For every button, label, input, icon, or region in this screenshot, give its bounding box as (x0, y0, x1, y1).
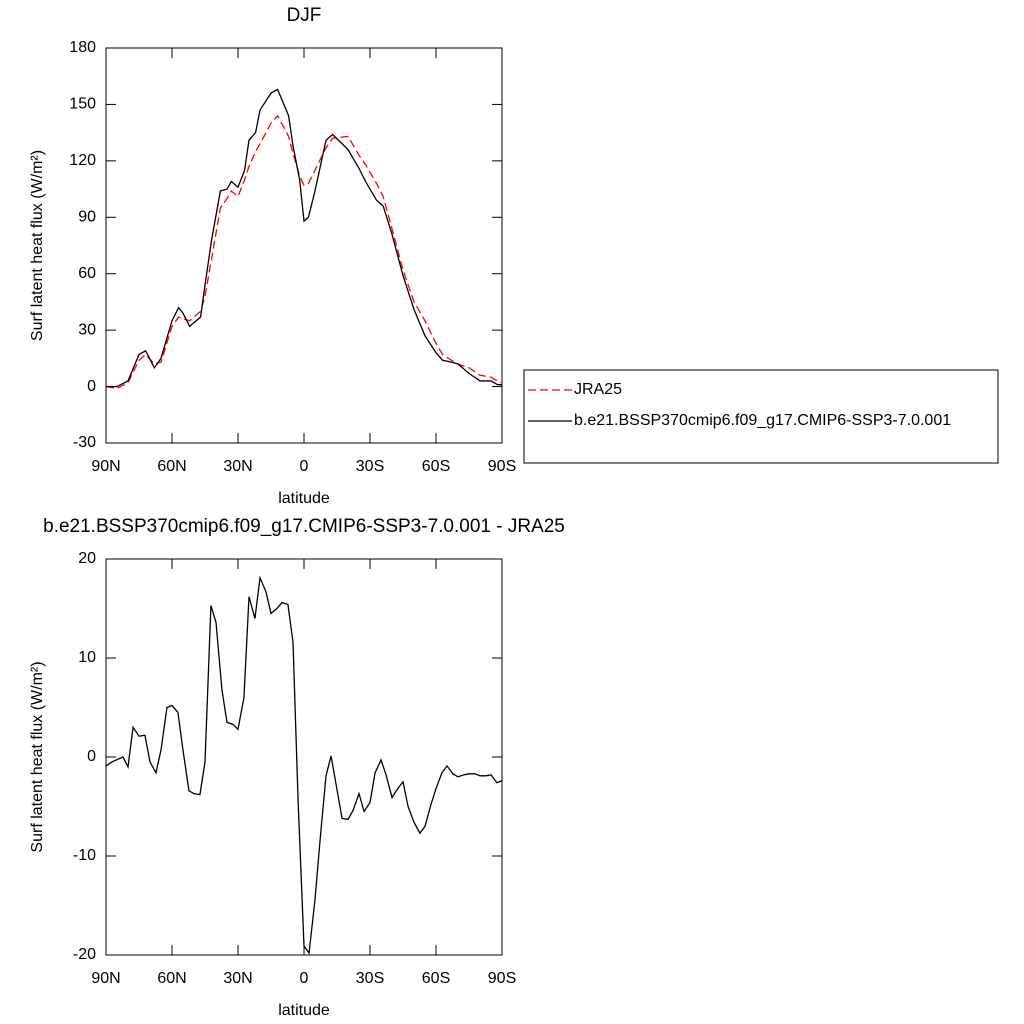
y-tick-label: 20 (78, 550, 96, 567)
x-tick-label: 30N (223, 458, 252, 475)
y-tick-label: 0 (87, 748, 96, 765)
y-tick-label: 30 (78, 321, 96, 338)
y-tick-label: -20 (73, 946, 96, 963)
y-axis-label: Surf latent heat flux (W/m²) (29, 661, 46, 852)
data-line (106, 88, 502, 388)
legend-label: b.e21.BSSP370cmip6.f09_g17.CMIP6-SSP3-7.… (574, 412, 951, 429)
x-tick-label: 60N (157, 458, 186, 475)
x-tick-label: 30S (356, 970, 384, 987)
chart-title: b.e21.BSSP370cmip6.f09_g17.CMIP6-SSP3-7.… (43, 516, 565, 537)
chart-title: DJF (287, 5, 322, 26)
x-axis-label: latitude (278, 1002, 330, 1019)
y-tick-label: 0 (87, 378, 96, 395)
y-tick-label: -30 (73, 434, 96, 451)
x-tick-label: 60N (157, 970, 186, 987)
x-tick-label: 90N (91, 970, 120, 987)
plot-frame (105, 47, 503, 444)
plot-frame (105, 558, 503, 956)
legend-label: JRA25 (574, 381, 622, 398)
x-tick-label: 90N (91, 458, 120, 475)
x-tick-label: 60S (422, 458, 450, 475)
y-tick-label: 150 (69, 96, 96, 113)
x-tick-label: 30S (356, 458, 384, 475)
x-tick-label: 60S (422, 970, 450, 987)
data-line (105, 114, 503, 390)
x-tick-label: 0 (300, 458, 309, 475)
y-tick-label: 180 (69, 39, 96, 56)
x-axis-label: latitude (278, 490, 330, 507)
x-tick-label: 0 (300, 970, 309, 987)
y-tick-label: -10 (73, 847, 96, 864)
data-line (105, 575, 503, 955)
y-tick-label: 90 (78, 209, 96, 226)
legend-box (523, 369, 999, 464)
y-axis-label: Surf latent heat flux (W/m²) (29, 150, 46, 341)
x-tick-label: 90S (488, 970, 516, 987)
x-tick-label: 90S (488, 458, 516, 475)
x-tick-label: 30N (223, 970, 252, 987)
y-tick-label: 60 (78, 265, 96, 282)
y-tick-label: 120 (69, 152, 96, 169)
y-tick-label: 10 (78, 649, 96, 666)
